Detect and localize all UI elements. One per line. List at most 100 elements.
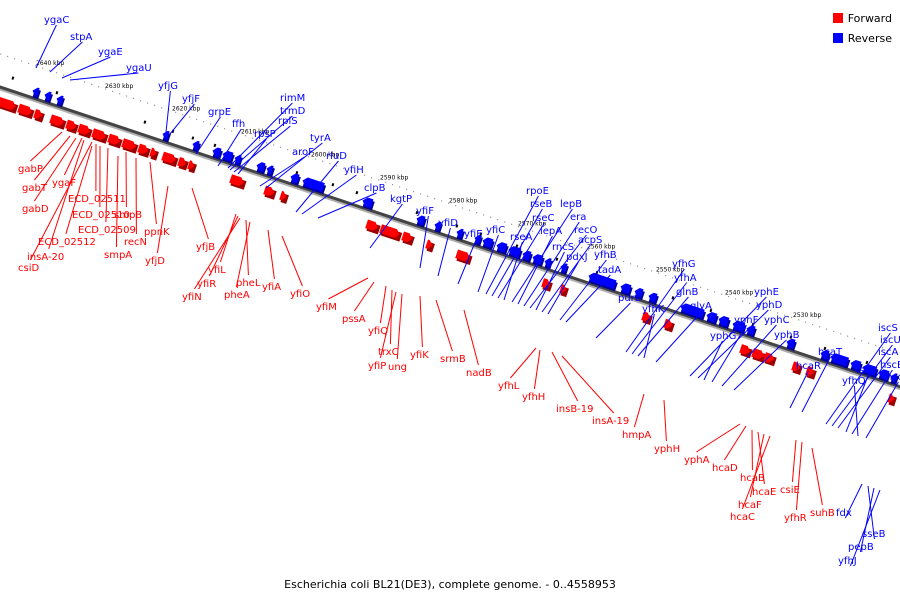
gene-label[interactable]: insA-20 [27, 252, 64, 263]
forward-gene-block[interactable] [229, 174, 248, 190]
gene-label[interactable]: yfiE [464, 229, 483, 240]
gene-label[interactable]: yfjF [182, 94, 200, 105]
gene-label[interactable]: ECD_02510 [72, 210, 130, 221]
gene-label[interactable]: era [570, 212, 586, 223]
gene-label[interactable]: lepA [540, 226, 562, 237]
gene-label[interactable]: yphF [734, 315, 759, 326]
gene-label[interactable]: rseA [510, 232, 532, 243]
gene-label[interactable]: yfiO [290, 289, 310, 300]
gene-label[interactable]: yfiH [344, 165, 364, 176]
forward-gene-block[interactable] [0, 97, 19, 114]
gene-label[interactable]: yfhR [784, 513, 807, 524]
forward-gene-block[interactable] [751, 348, 768, 363]
gene-label[interactable]: pepB [848, 542, 874, 553]
gene-label[interactable]: ygaF [52, 178, 76, 189]
gene-label[interactable]: yfiC [486, 225, 505, 236]
forward-gene-block[interactable] [887, 393, 898, 407]
gene-label[interactable]: iscA [878, 347, 898, 358]
gene-label[interactable]: rpsP [254, 129, 276, 140]
forward-gene-block[interactable] [425, 239, 436, 253]
gene-label[interactable]: yfhL [498, 381, 520, 392]
forward-gene-block[interactable] [17, 103, 36, 120]
reverse-gene-block[interactable] [819, 349, 832, 363]
reverse-gene-block[interactable] [705, 311, 720, 325]
gene-label[interactable]: yphA [684, 455, 710, 466]
gene-label[interactable]: ECD_02512 [38, 237, 96, 248]
gene-label[interactable]: insB-19 [556, 404, 594, 415]
gene-label[interactable]: recO [574, 225, 598, 236]
gene-label[interactable]: pheA [224, 290, 250, 301]
gene-label[interactable]: gabP [18, 164, 43, 175]
gene-label[interactable]: rplS [278, 116, 298, 127]
gene-label[interactable]: rncS [552, 242, 574, 253]
reverse-gene-block[interactable] [433, 220, 444, 234]
gene-label[interactable]: tyrA [310, 133, 331, 144]
gene-label[interactable]: yphC [764, 315, 790, 326]
reverse-gene-block[interactable] [43, 90, 54, 104]
gene-label[interactable]: hcaT [818, 347, 843, 358]
gene-label[interactable]: hcaR [796, 361, 821, 372]
gene-label[interactable]: trxC [378, 347, 399, 358]
forward-gene-block[interactable] [177, 156, 190, 171]
gene-label[interactable]: yfhJ [838, 556, 857, 567]
gene-label[interactable]: yfjB [196, 242, 215, 253]
gene-label[interactable]: hcaE [752, 487, 776, 498]
gene-label[interactable]: pdxJ [566, 252, 588, 263]
reverse-gene-block[interactable] [265, 164, 276, 178]
forward-gene-block[interactable] [149, 147, 160, 161]
gene-label[interactable]: gabT [22, 183, 48, 194]
gene-label[interactable]: ygaE [98, 47, 123, 58]
gene-label[interactable]: ygaU [126, 63, 152, 74]
reverse-gene-block[interactable] [829, 352, 851, 369]
gene-label[interactable]: yfiA [262, 282, 281, 293]
gene-label[interactable]: nadB [466, 368, 492, 379]
reverse-gene-block[interactable] [255, 161, 268, 175]
gene-label[interactable]: recN [124, 237, 147, 248]
gene-label[interactable]: yfiN [182, 292, 202, 303]
gene-label[interactable]: lepB [560, 199, 582, 210]
reverse-gene-block[interactable] [619, 282, 634, 297]
gene-label[interactable]: yfiF [416, 206, 434, 217]
gene-label[interactable]: yfjG [158, 81, 178, 92]
gene-label[interactable]: pheL [236, 278, 261, 289]
forward-gene-block[interactable] [121, 138, 140, 154]
reverse-gene-block[interactable] [889, 372, 900, 386]
forward-gene-block[interactable] [263, 185, 278, 200]
gene-label[interactable]: smpB [114, 210, 142, 221]
forward-gene-block[interactable] [161, 151, 180, 168]
gene-label[interactable]: iscS [878, 323, 898, 334]
gene-label[interactable]: stpA [70, 32, 92, 43]
gene-label[interactable]: fdx [836, 508, 852, 519]
gene-label[interactable]: hscB [880, 360, 900, 371]
reverse-gene-block[interactable] [415, 214, 428, 228]
gene-label[interactable]: yfhH [522, 392, 545, 403]
gene-label[interactable]: sseB [862, 529, 886, 540]
gene-label[interactable]: hscA [886, 372, 900, 383]
forward-gene-block[interactable] [91, 128, 110, 144]
gene-label[interactable]: yfiP [368, 361, 386, 372]
gene-label[interactable]: glnB [676, 287, 698, 298]
gene-label[interactable]: yfhG [672, 259, 696, 270]
gene-label[interactable]: yphH [654, 444, 680, 455]
forward-gene-block[interactable] [137, 143, 152, 158]
forward-gene-block[interactable] [107, 133, 124, 149]
reverse-gene-block[interactable] [495, 241, 510, 256]
forward-gene-block[interactable] [33, 108, 46, 123]
forward-gene-block[interactable] [401, 231, 416, 246]
forward-gene-block[interactable] [65, 119, 80, 134]
forward-gene-block[interactable] [791, 361, 804, 375]
forward-gene-block[interactable] [739, 344, 754, 359]
gene-label[interactable]: tadA [598, 265, 621, 276]
gene-label[interactable]: rseC [532, 213, 554, 224]
gene-label[interactable]: yfiK [410, 350, 429, 361]
reverse-gene-block[interactable] [785, 337, 798, 351]
forward-gene-block[interactable] [455, 249, 474, 266]
gene-label[interactable]: yphD [756, 300, 783, 311]
gene-label[interactable]: hcaB [740, 473, 765, 484]
gene-label[interactable]: yfiR [197, 279, 216, 290]
gene-label[interactable]: srmB [440, 354, 466, 365]
reverse-gene-block[interactable] [473, 234, 484, 247]
reverse-gene-block[interactable] [647, 291, 660, 306]
gene-label[interactable]: insA-19 [592, 416, 629, 427]
